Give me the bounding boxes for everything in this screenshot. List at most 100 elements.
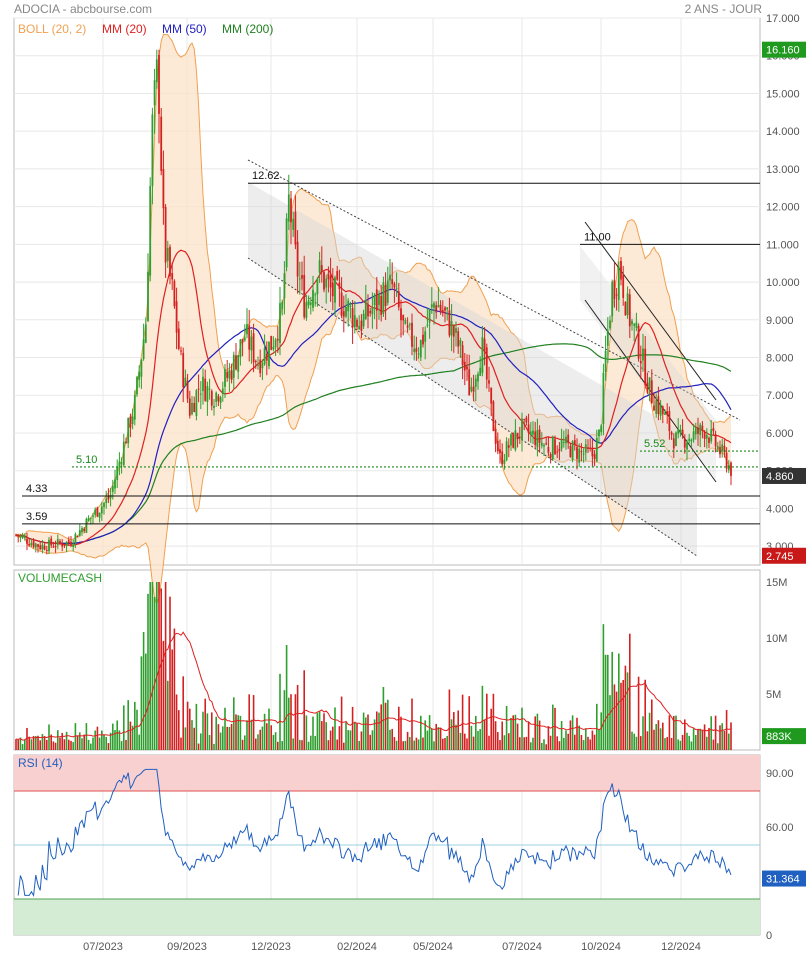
volume-bar (156, 582, 158, 750)
candle-body (450, 321, 453, 336)
candle-body (204, 378, 207, 401)
volume-bar (644, 679, 646, 750)
candle-body (250, 336, 253, 351)
candle-body (37, 544, 39, 547)
volume-bar (651, 699, 653, 750)
volume-bar (195, 703, 198, 750)
price-tick-label: 15.000 (766, 88, 800, 100)
candle-body (448, 310, 451, 336)
candle-body (61, 543, 64, 547)
volume-bar (690, 741, 693, 750)
candle-body (21, 536, 24, 538)
candle-body (430, 304, 433, 308)
candle-body (655, 400, 658, 414)
volume-bar (626, 672, 629, 750)
volume-bar (180, 737, 182, 750)
volume-bar (547, 726, 550, 750)
volume-bar (475, 715, 477, 750)
volume-bar (98, 737, 101, 750)
volume-bar (730, 722, 732, 750)
candle-body (331, 282, 334, 297)
candle-body (351, 308, 354, 328)
candle-body (87, 518, 90, 521)
volume-bar (420, 715, 422, 750)
volume-bar (387, 699, 389, 750)
volume-bar (521, 707, 523, 750)
candle-body (422, 334, 424, 345)
volume-bar (301, 740, 303, 750)
volume-bar (105, 736, 107, 750)
candle-body (386, 280, 389, 303)
volume-bar (442, 738, 444, 750)
candle-body (435, 305, 438, 313)
volume-bar (263, 713, 266, 750)
volume-bar (61, 732, 63, 750)
volume-bar (266, 723, 268, 750)
volume-bar (270, 725, 272, 750)
candle-body (290, 198, 292, 223)
candle-body (213, 406, 215, 408)
volume-bar (523, 737, 525, 750)
volume-bar (281, 741, 283, 750)
candle-body (554, 439, 556, 455)
candle-body (677, 429, 680, 434)
candle-body (389, 274, 391, 281)
candle-body (624, 301, 627, 316)
candle-body (74, 533, 77, 543)
volume-bar (642, 716, 644, 750)
volume-bar (345, 722, 347, 750)
candle-body (116, 467, 119, 481)
candle-body (314, 294, 317, 296)
candle-body (270, 336, 273, 350)
volume-bar (149, 582, 151, 750)
candle-body (307, 300, 310, 306)
x-tick-label: 05/2024 (413, 941, 453, 953)
candle-body (252, 333, 255, 363)
candle-body (48, 539, 50, 552)
candle-body (406, 325, 409, 328)
volume-bar (252, 695, 255, 750)
volume-bar (208, 735, 211, 750)
candle-body (186, 380, 189, 399)
volume-bar (356, 723, 358, 750)
candle-body (439, 304, 442, 312)
candle-body (140, 359, 143, 377)
candle-body (664, 412, 666, 415)
candle-body (397, 291, 400, 308)
volume-average-line (15, 631, 732, 741)
candle-body (523, 418, 526, 420)
candle-body (611, 281, 614, 317)
volume-bar (395, 740, 398, 750)
candle-body (334, 277, 336, 303)
volume-bar (241, 739, 244, 750)
candle-body (681, 429, 684, 436)
candle-body (175, 301, 178, 333)
volume-bar (32, 736, 35, 750)
volume-tick-label: 15M (766, 577, 787, 589)
volume-bar (230, 723, 233, 750)
candle-body (699, 424, 702, 435)
candle-body (17, 534, 20, 537)
volume-bar (68, 739, 70, 750)
candle-body (342, 311, 345, 317)
candle-body (578, 448, 581, 463)
candle-body (195, 390, 198, 416)
candle-body (287, 194, 290, 222)
x-tick-label: 12/2023 (251, 941, 291, 953)
bollinger-fill (16, 34, 731, 605)
x-tick-label: 10/2024 (581, 941, 621, 953)
volume-bar (81, 738, 83, 750)
candle-body (527, 424, 530, 433)
volume-badge-label: 883K (766, 731, 792, 743)
candle-body (730, 462, 732, 476)
volume-bar (580, 734, 583, 750)
candle-body (620, 260, 622, 280)
volume-bar (259, 729, 261, 750)
volume-bar (457, 710, 459, 750)
volume-tick-label: 10M (766, 633, 787, 645)
candle-body (228, 370, 231, 379)
volume-bar (470, 725, 473, 750)
level-label: 12.62 (252, 170, 280, 182)
volume-bar (94, 730, 96, 750)
volume-bar (327, 740, 330, 750)
